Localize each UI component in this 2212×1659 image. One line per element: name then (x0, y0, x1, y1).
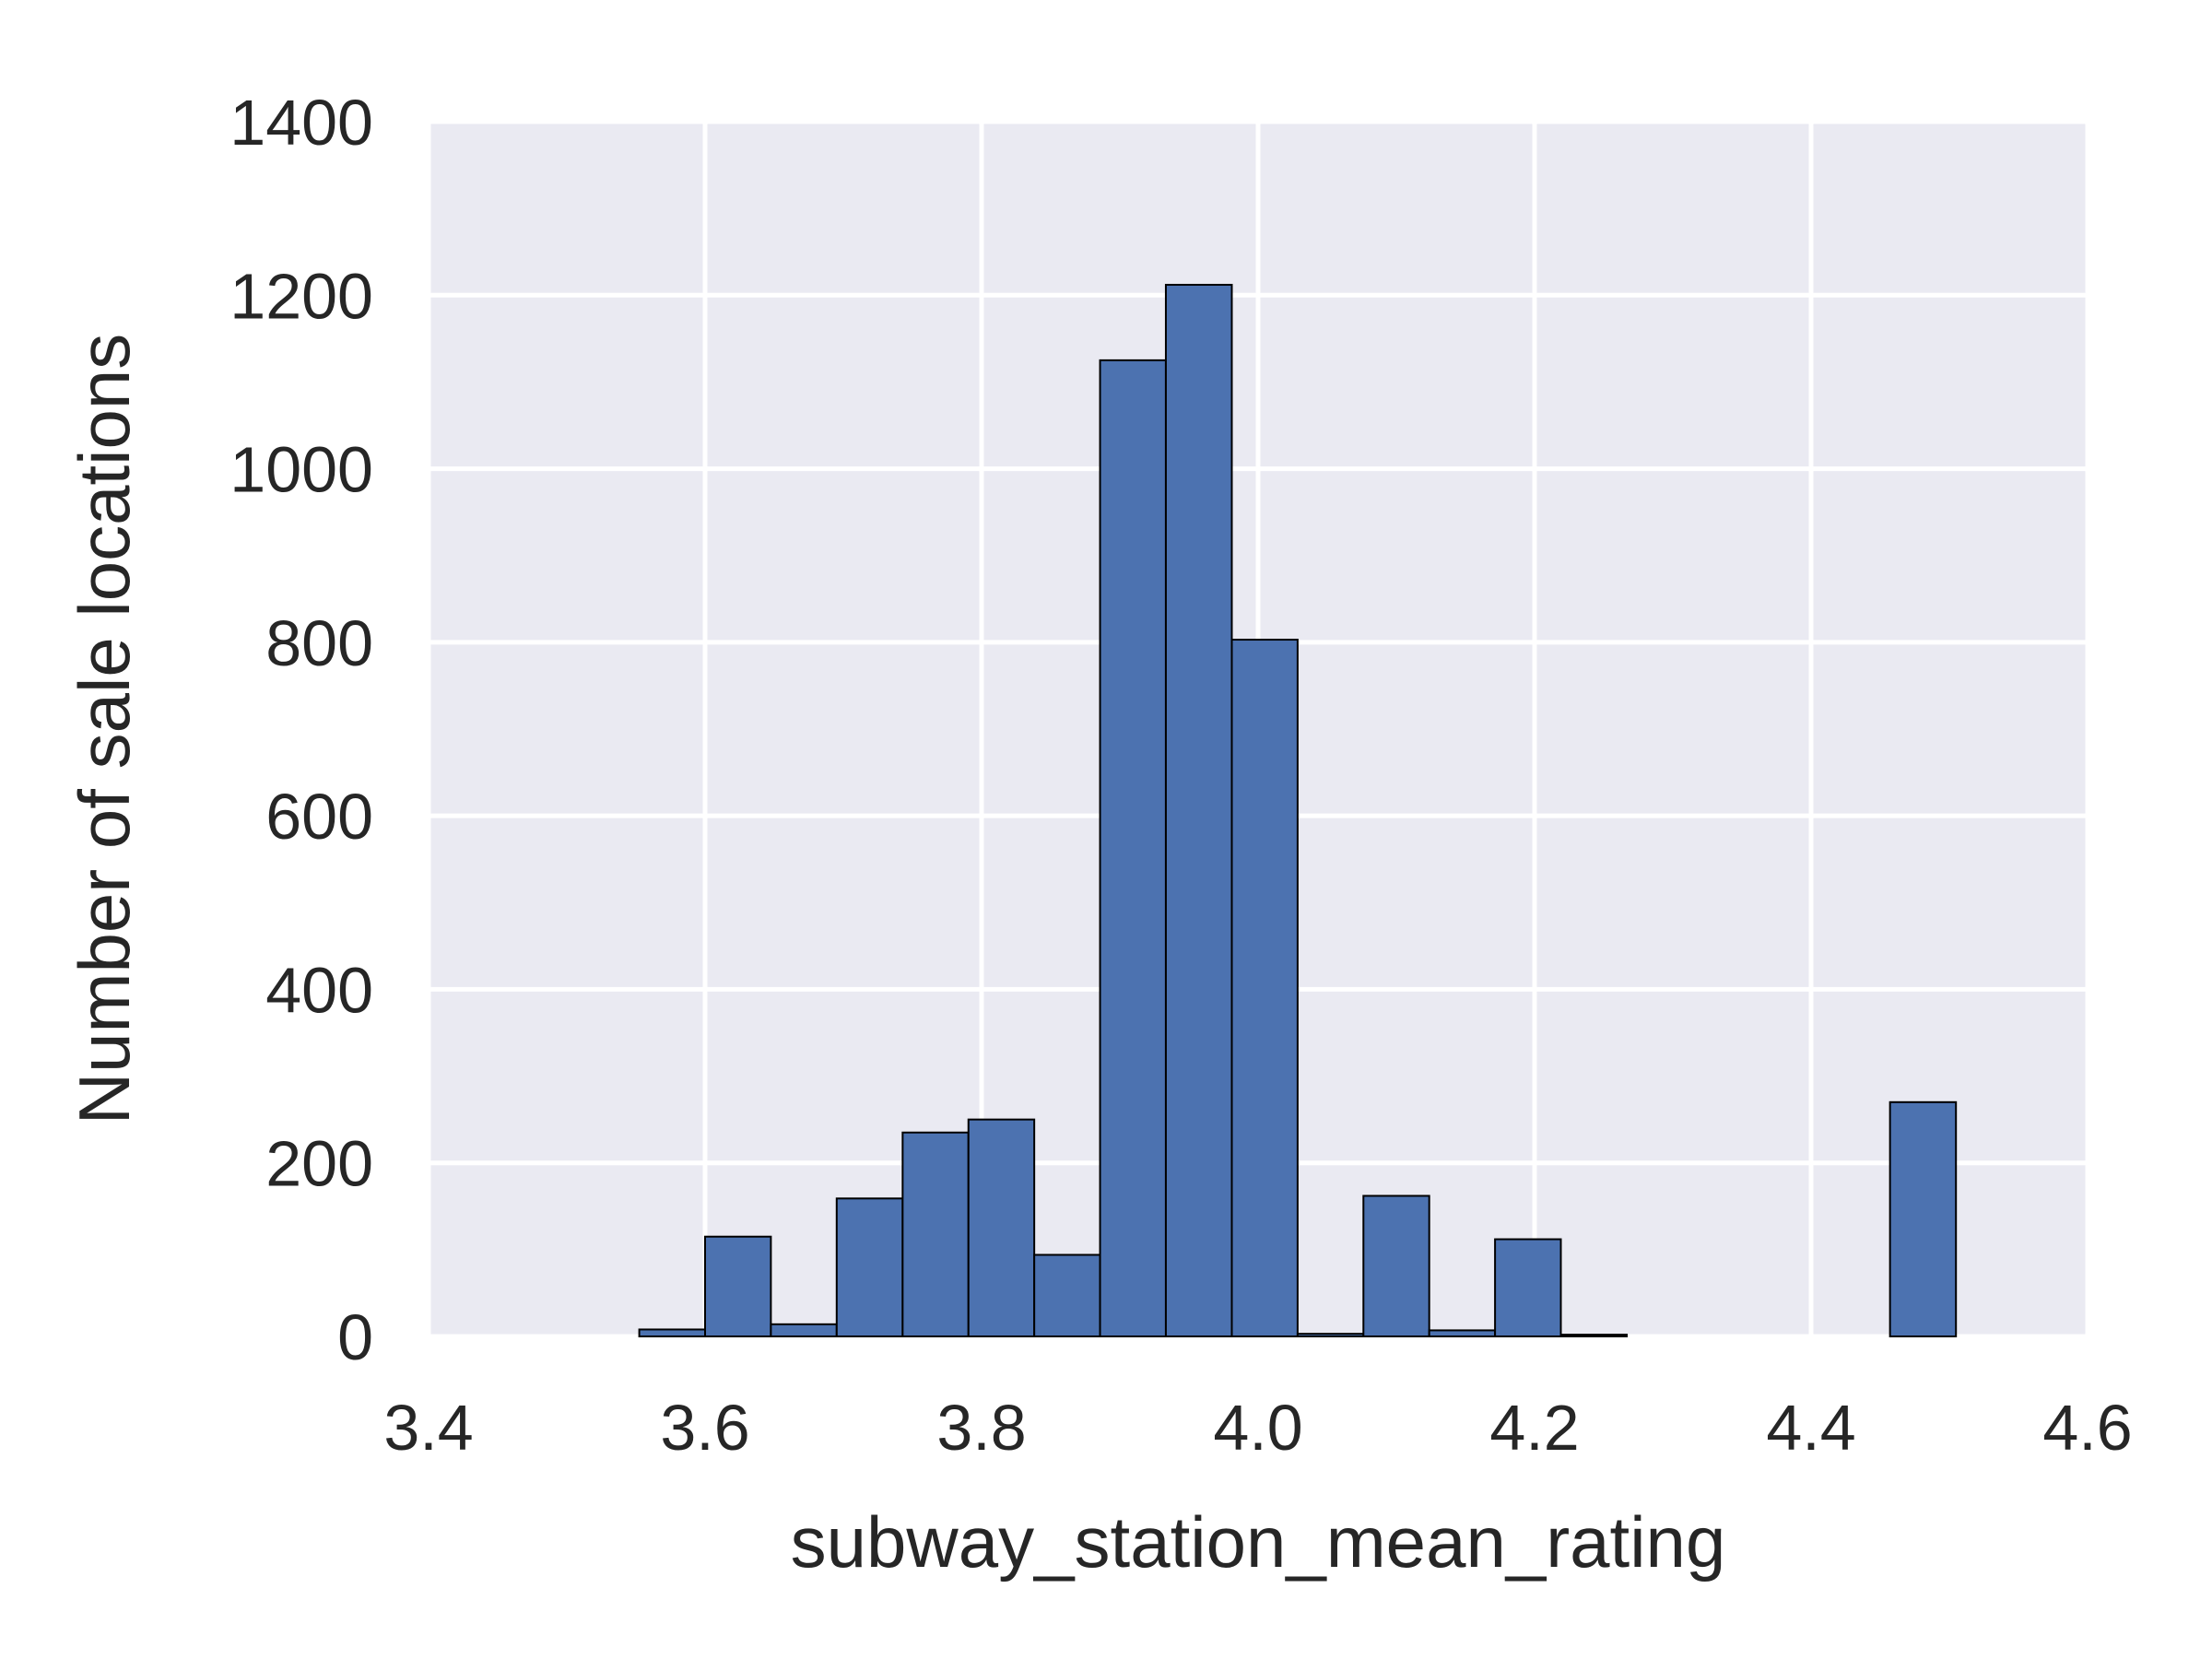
x-tick-label: 4.6 (2042, 1392, 2132, 1464)
x-axis-label: subway_station_mean_rating (791, 1501, 1726, 1583)
histogram-bar (835, 1197, 904, 1338)
y-axis-label: Number of sale locations (64, 334, 145, 1124)
y-tick-label: 600 (265, 781, 373, 853)
x-tick-label: 4.2 (1489, 1392, 1579, 1464)
x-tick-label: 4.0 (1213, 1392, 1302, 1464)
histogram-bar (1230, 639, 1299, 1337)
histogram-bar (770, 1323, 838, 1337)
y-tick-label: 1400 (229, 87, 373, 159)
histogram-bar (704, 1235, 772, 1337)
histogram-bar (1428, 1329, 1497, 1338)
histogram-bar (1362, 1194, 1430, 1337)
histogram-bar (967, 1118, 1036, 1337)
histogram-bar (1099, 359, 1167, 1338)
histogram-bar (1888, 1100, 1958, 1338)
histogram-bar (901, 1131, 970, 1337)
y-tick-label: 1000 (229, 434, 373, 506)
y-tick-label: 400 (265, 954, 373, 1026)
histogram-bar (638, 1328, 706, 1338)
y-tick-label: 800 (265, 607, 373, 679)
x-tick-label: 3.6 (660, 1392, 749, 1464)
x-axis-ticks: 3.4 3.6 3.8 4.0 4.2 4.4 4.6 (383, 1392, 2132, 1464)
x-tick-label: 3.8 (936, 1392, 1026, 1464)
histogram-bar (1296, 1333, 1365, 1337)
histogram-bar (1033, 1253, 1101, 1338)
y-tick-label: 0 (337, 1301, 373, 1373)
histogram-bars (638, 283, 1958, 1338)
x-tick-label: 4.4 (1766, 1392, 1855, 1464)
y-axis-ticks: 0 200 400 600 800 1000 1200 1400 (229, 87, 373, 1373)
histogram-bar (1494, 1238, 1562, 1338)
x-tick-label: 3.4 (383, 1392, 473, 1464)
histogram-bar (1164, 283, 1233, 1338)
y-tick-label: 200 (265, 1128, 373, 1200)
y-tick-label: 1200 (229, 260, 373, 332)
histogram-bar (1559, 1334, 1629, 1338)
